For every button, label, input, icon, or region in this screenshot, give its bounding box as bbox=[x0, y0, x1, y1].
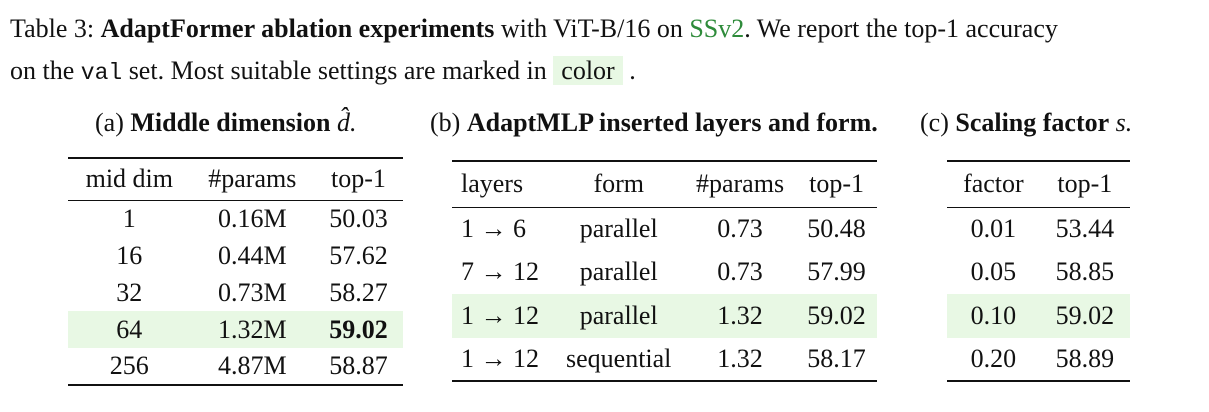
cell: 1.32 bbox=[683, 294, 797, 338]
caption-highlight: color bbox=[553, 56, 623, 85]
subcaption-label: (b) bbox=[430, 108, 461, 137]
cell: 50.48 bbox=[807, 214, 866, 243]
row: 7 → 12 parallel 0.73 57.99 bbox=[452, 251, 877, 295]
header-row: mid dim #params top-1 bbox=[68, 158, 403, 201]
cell: 59.02 bbox=[796, 294, 877, 338]
row: 0.10 59.02 bbox=[947, 294, 1130, 338]
table: mid dim #params top-1 1 0.16M 50.03 16 0.44M 57.… bbox=[68, 157, 403, 386]
cell: parallel bbox=[579, 214, 658, 243]
subcaption-label: (c) bbox=[920, 108, 949, 137]
header-cell: top-1 bbox=[796, 161, 877, 208]
cell: 0.44M bbox=[217, 240, 287, 270]
cell: parallel bbox=[553, 294, 684, 338]
caption-link[interactable]: SSv2 bbox=[689, 14, 745, 43]
cell: 0.05 bbox=[970, 257, 1017, 287]
cell: 256 bbox=[109, 351, 149, 380]
cell: 0.20 bbox=[970, 343, 1017, 373]
row: 1 → 12 sequential 1.32 58.17 bbox=[452, 338, 877, 382]
row: 0.05 58.85 bbox=[947, 251, 1130, 295]
cell: 50.03 bbox=[329, 203, 388, 233]
cell: 16 bbox=[116, 240, 143, 270]
caption: Table 3: AdaptFormer ablation experiment… bbox=[10, 8, 1205, 94]
header-cell: #params bbox=[683, 161, 797, 208]
cell: 1 bbox=[122, 203, 136, 233]
subcaption-title: AdaptMLP inserted layers and form. bbox=[466, 108, 878, 137]
cell: 0.10 bbox=[947, 294, 1040, 338]
cell: 1 → 12 bbox=[461, 343, 539, 373]
cell: 59.02 bbox=[1039, 294, 1130, 338]
row: 32 0.73M 58.27 bbox=[68, 274, 403, 311]
cell: 58.17 bbox=[807, 343, 866, 373]
caption-end: . bbox=[629, 56, 636, 85]
header-cell: factor bbox=[947, 161, 1040, 208]
caption-bold: AdaptFormer ablation experiments bbox=[100, 14, 495, 43]
cell: 1 → 12 bbox=[452, 294, 554, 338]
cell: 59.02 bbox=[314, 311, 403, 348]
cell: 0.73M bbox=[217, 277, 287, 307]
subcaption-symbol: s. bbox=[1115, 108, 1133, 137]
table: factor top-1 0.01 53.44 0.05 58.85 0.10 59.02 0.… bbox=[947, 160, 1130, 382]
subcaption-label: (a) bbox=[95, 108, 124, 137]
header-cell: top-1 bbox=[1039, 161, 1130, 208]
row: 1 → 6 parallel 0.73 50.48 bbox=[452, 207, 877, 251]
row: 1 → 12 parallel 1.32 59.02 bbox=[452, 294, 877, 338]
cell: 32 bbox=[116, 277, 143, 307]
caption-text: with ViT-B/16 on bbox=[500, 14, 683, 43]
table: layers form #params top-1 1 → 6 parallel 0.73 5… bbox=[452, 160, 877, 382]
cell: 0.16M bbox=[217, 203, 287, 233]
caption-text: set. Most suitable settings are marked i… bbox=[128, 56, 547, 85]
cell: 64 bbox=[68, 311, 191, 348]
cell: 0.73 bbox=[717, 214, 763, 243]
header-cell: #params bbox=[190, 158, 314, 201]
header-cell: top-1 bbox=[314, 158, 403, 201]
cell: 57.99 bbox=[807, 257, 866, 287]
cell: parallel bbox=[579, 257, 658, 287]
row: 1 0.16M 50.03 bbox=[68, 200, 403, 237]
cell: 4.87M bbox=[217, 351, 287, 380]
cell: 58.87 bbox=[329, 351, 388, 380]
cell: 1.32 bbox=[717, 343, 763, 373]
cell: 58.85 bbox=[1055, 257, 1115, 287]
row: 64 1.32M 59.02 bbox=[68, 311, 403, 348]
header-cell: mid dim bbox=[68, 158, 191, 201]
row: 16 0.44M 57.62 bbox=[68, 237, 403, 274]
subcaption: (b) AdaptMLP inserted layers and form. bbox=[430, 108, 878, 138]
caption-text: on the bbox=[10, 56, 75, 85]
cell: 0.01 bbox=[970, 214, 1017, 243]
cell: 58.27 bbox=[329, 277, 388, 307]
cell: 53.44 bbox=[1055, 214, 1115, 243]
cell: 57.62 bbox=[329, 240, 388, 270]
subcaption: (c) Scaling factor s. bbox=[920, 108, 1132, 138]
cell: 0.73 bbox=[717, 257, 763, 287]
header-row: factor top-1 bbox=[947, 161, 1130, 208]
row: 0.01 53.44 bbox=[947, 207, 1130, 251]
cell: sequential bbox=[566, 343, 672, 373]
header-cell: layers bbox=[452, 161, 554, 208]
subcaption-symbol: d̂. bbox=[336, 108, 357, 137]
subcaption: (a) Middle dimension d̂. bbox=[95, 108, 356, 138]
subcaption-title: Middle dimension bbox=[130, 108, 331, 137]
cell: 1 → 6 bbox=[461, 214, 526, 243]
caption-text: . We report the top-1 accuracy bbox=[744, 14, 1058, 43]
caption-code: val bbox=[80, 60, 123, 86]
cell: 7 → 12 bbox=[461, 257, 539, 287]
header-cell: form bbox=[553, 161, 684, 208]
subcaption-title: Scaling factor bbox=[955, 108, 1110, 137]
caption-label: Table 3: bbox=[10, 14, 95, 43]
row: 0.20 58.89 bbox=[947, 338, 1130, 382]
cell: 1.32M bbox=[190, 311, 314, 348]
row: 256 4.87M 58.87 bbox=[68, 348, 403, 385]
cell: 58.89 bbox=[1055, 343, 1115, 373]
header-row: layers form #params top-1 bbox=[452, 161, 877, 208]
